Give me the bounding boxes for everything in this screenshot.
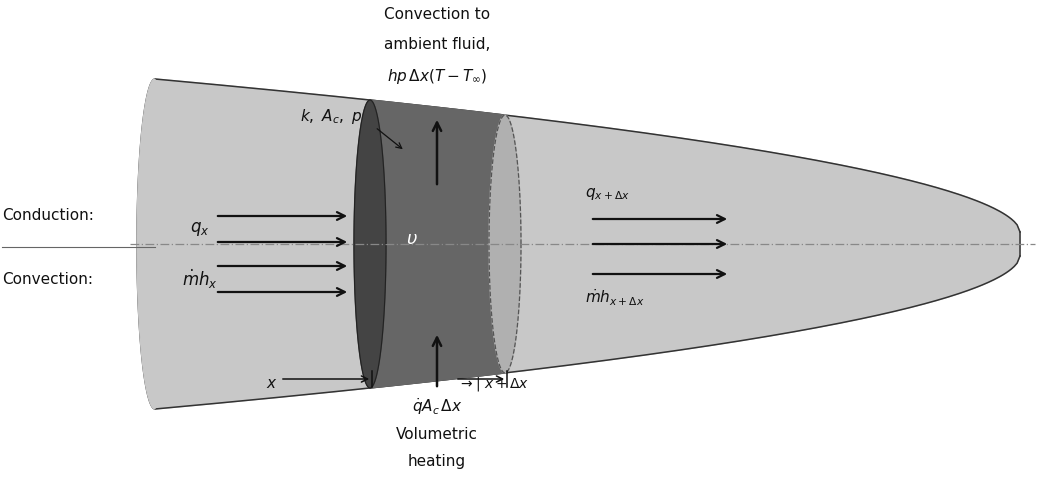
Text: Volumetric: Volumetric: [396, 427, 478, 442]
Text: $k,\ A_c,\ p$: $k,\ A_c,\ p$: [300, 107, 362, 126]
Text: Convection:: Convection:: [2, 272, 93, 286]
Polygon shape: [489, 115, 522, 373]
Text: $q_x$: $q_x$: [190, 220, 210, 238]
Text: Conduction:: Conduction:: [2, 208, 94, 224]
Text: $x$: $x$: [266, 376, 278, 391]
Text: $q_{x+\Delta x}$: $q_{x+\Delta x}$: [585, 186, 630, 202]
Polygon shape: [354, 100, 386, 388]
Text: $hp\,\Delta x(T - T_\infty)$: $hp\,\Delta x(T - T_\infty)$: [387, 67, 487, 86]
Text: Convection to: Convection to: [384, 7, 490, 22]
Text: $\dot{m}h_{x+\Delta x}$: $\dot{m}h_{x+\Delta x}$: [585, 288, 645, 308]
Text: ambient fluid,: ambient fluid,: [384, 37, 490, 52]
Text: $\dot{q}A_c\,\Delta x$: $\dot{q}A_c\,\Delta x$: [412, 396, 462, 417]
Text: heating: heating: [408, 454, 466, 469]
Text: $\dot{m}h_x$: $\dot{m}h_x$: [183, 267, 218, 291]
Polygon shape: [155, 79, 1020, 409]
Text: $\rightarrow|\ x + \Delta x$: $\rightarrow|\ x + \Delta x$: [458, 375, 529, 393]
Polygon shape: [370, 100, 505, 388]
Text: $\upsilon$: $\upsilon$: [406, 230, 418, 248]
Polygon shape: [137, 79, 155, 409]
